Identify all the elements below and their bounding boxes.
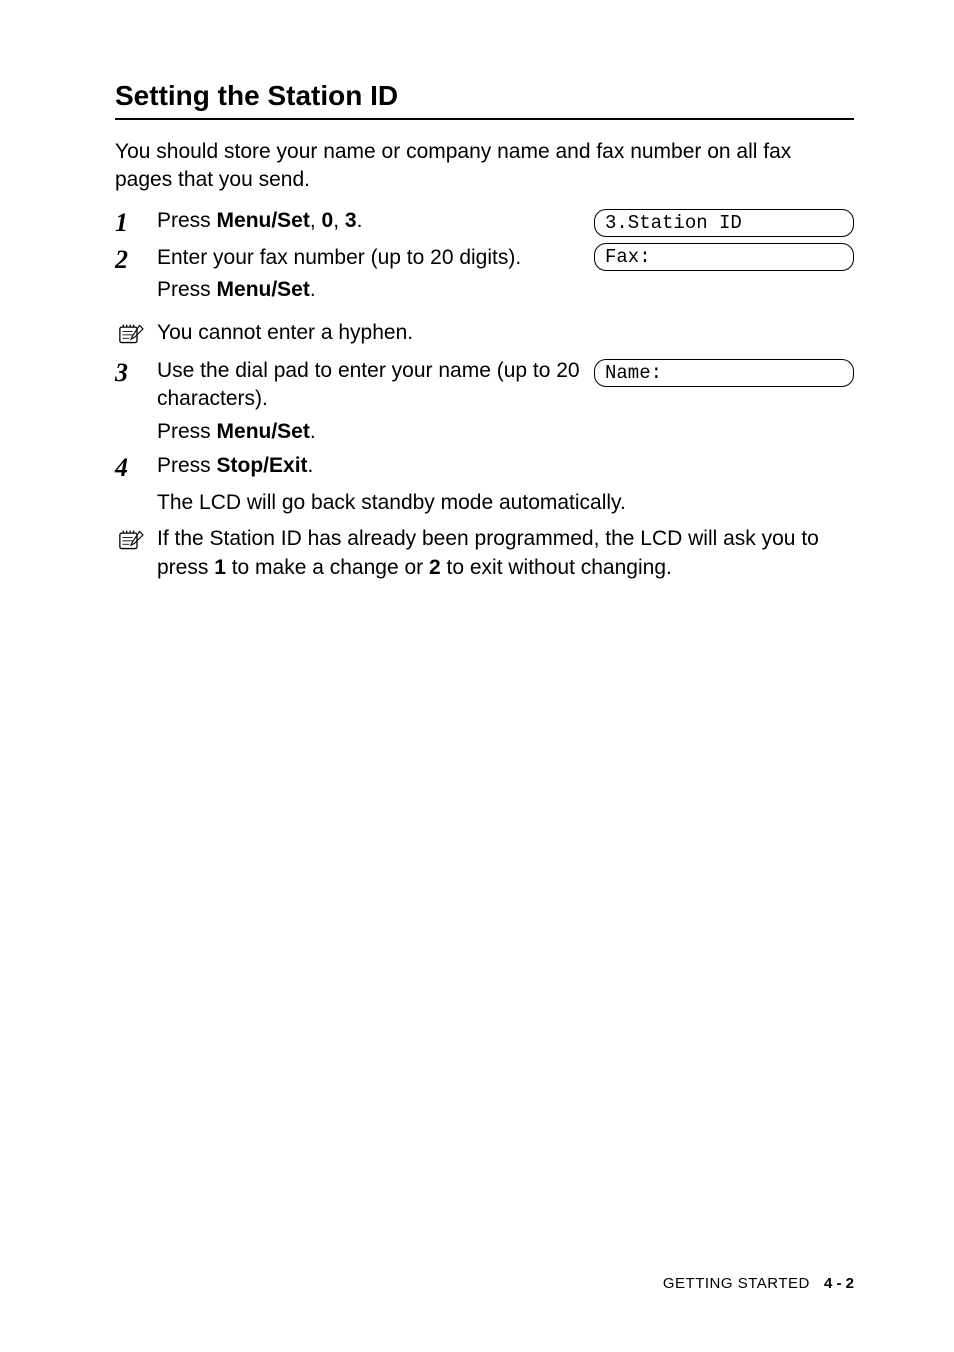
lcd-column-1: 3.Station ID Fax: [594,207,854,271]
step-4-body: Press Stop/Exit. [157,452,854,480]
note-2-text: If the Station ID has already been progr… [157,525,854,582]
step-4-suffix: . [308,454,314,477]
after-step-4: The LCD will go back standby mode automa… [157,489,854,517]
step-1-suffix: . [357,209,363,232]
lcd-station-id: 3.Station ID [594,209,854,237]
step-3-number: 3 [115,357,157,388]
intro-text: You should store your name or company na… [115,138,854,195]
page-content: Setting the Station ID You should store … [0,0,954,632]
step-1-sep1: , [310,209,322,232]
step-2-line1: Enter your fax number (up to 20 digits). [157,244,594,272]
step-3-press-prefix: Press [157,420,217,443]
step-3-line1: Use the dial pad to enter your name (up … [157,357,584,414]
step-1-number: 1 [115,207,157,238]
note-icon [115,525,157,552]
step-1-bold-3: 3 [345,209,357,232]
step-3-press-suffix: . [310,420,316,443]
notepad-pencil-icon [117,528,145,552]
note-1: You cannot enter a hyphen. [115,319,854,347]
note-1-text: You cannot enter a hyphen. [157,319,854,347]
lcd-column-2: Name: [594,357,854,387]
footer-page: 4 - 2 [824,1275,854,1292]
note-icon [115,319,157,346]
step-1-sep2: , [333,209,345,232]
lcd-name: Name: [594,359,854,387]
notepad-pencil-icon [117,322,145,346]
note-2-bold-1: 1 [214,556,226,579]
step-4-bold: Stop/Exit [217,454,308,477]
step-3-press-bold: Menu/Set [217,420,310,443]
step-2: 2 Enter your fax number (up to 20 digits… [115,244,594,305]
step-1-prefix: Press [157,209,217,232]
note-2-c: to make a change or [226,556,429,579]
step-group-1-2: 1 Press Menu/Set, 0, 3. 2 Enter your fax… [115,207,854,311]
step-4-prefix: Press [157,454,217,477]
step-2-press-suffix: . [310,278,316,301]
step-1-bold-menuset: Menu/Set [217,209,310,232]
step-3-row: 3 Use the dial pad to enter your name (u… [115,357,854,446]
step-4: 4 Press Stop/Exit. [115,452,854,483]
step-2-press-prefix: Press [157,278,217,301]
step-3-press: Press Menu/Set. [157,418,584,446]
step-1: 1 Press Menu/Set, 0, 3. [115,207,594,238]
lcd-fax: Fax: [594,243,854,271]
note-2: If the Station ID has already been progr… [115,525,854,582]
step-3-body: Use the dial pad to enter your name (up … [157,357,594,446]
note-2-d: to exit without changing. [441,556,672,579]
step-1-body: Press Menu/Set, 0, 3. [157,207,594,235]
step-1-bold-0: 0 [322,209,334,232]
note-2-bold-2: 2 [429,556,441,579]
step-2-number: 2 [115,244,157,275]
footer-section: GETTING STARTED [663,1275,810,1292]
step-2-press: Press Menu/Set. [157,276,594,304]
step-2-body: Enter your fax number (up to 20 digits).… [157,244,594,305]
section-heading: Setting the Station ID [115,80,854,120]
step-2-press-bold: Menu/Set [217,278,310,301]
page-footer: GETTING STARTED 4 - 2 [663,1275,854,1292]
step-4-number: 4 [115,452,157,483]
